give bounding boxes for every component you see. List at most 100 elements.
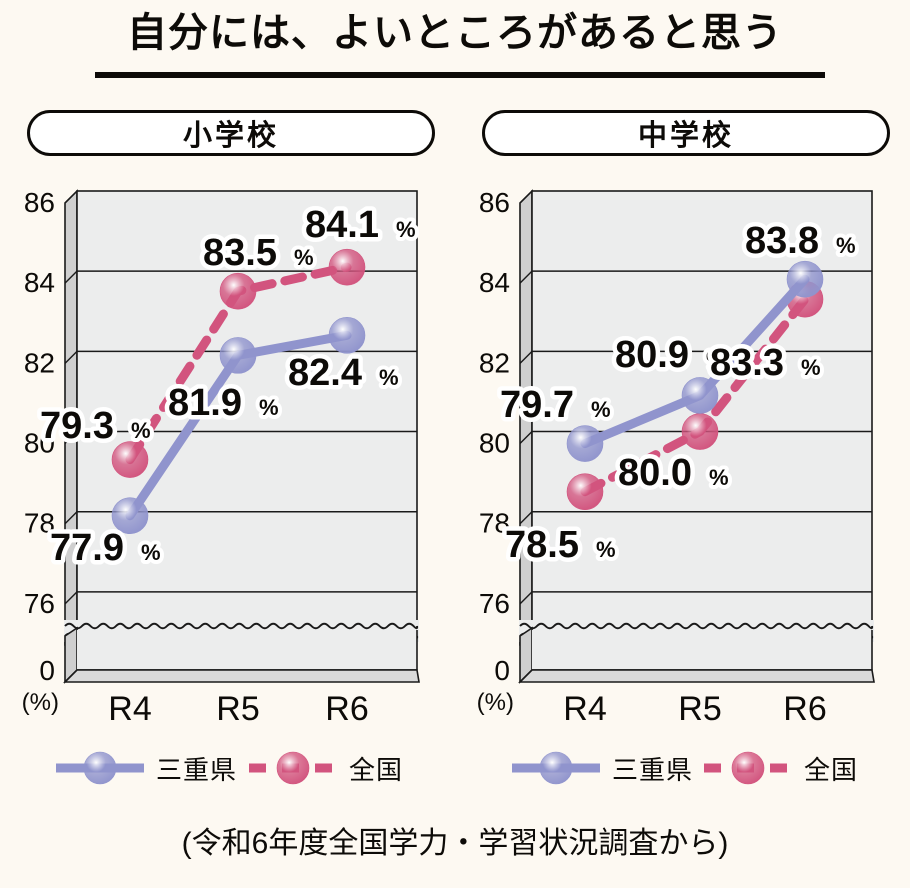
svg-text:79.3: 79.3 xyxy=(40,405,114,447)
data-point-marker xyxy=(111,497,149,535)
data-value-label: 81.981.9%% xyxy=(164,378,283,429)
chart-junior: 86 84 82 80 78 76 0 (%) R4 R5 R6 79.7 79.7%% 80.9 80.9… xyxy=(460,185,900,745)
svg-text:81.9: 81.9 xyxy=(168,382,242,424)
data-value-label: 84.184.1%% xyxy=(301,200,420,251)
svg-text:%: % xyxy=(709,465,729,490)
svg-text:%: % xyxy=(379,365,399,390)
x-axis-tick-label: R4 xyxy=(563,690,606,728)
panel-header-elementary: 小学校 xyxy=(27,110,435,156)
svg-text:84.1: 84.1 xyxy=(305,204,379,246)
title-underline xyxy=(95,72,825,78)
data-point-marker xyxy=(786,260,824,298)
page-title: 自分には、よいところがあると思う xyxy=(127,11,783,55)
svg-text:77.9: 77.9 xyxy=(50,527,124,569)
data-point-marker xyxy=(328,317,366,354)
svg-text:%: % xyxy=(801,355,821,380)
svg-text:82.4: 82.4 xyxy=(288,352,362,394)
y-axis-tick-label: 82 xyxy=(24,347,55,378)
svg-text:%: % xyxy=(709,465,729,490)
legend-elementary-mie: 三重県 xyxy=(52,748,237,788)
legend-junior-mie: 三重県 xyxy=(508,748,693,788)
chart-elementary: 86 84 82 80 78 76 0 (%) R4 R5 R6 77.9 77.9%% 81.9 81.9… xyxy=(5,185,445,745)
svg-text:79.3: 79.3 xyxy=(40,405,114,447)
y-axis-tick-label: 86 xyxy=(24,187,55,218)
legend-label-mie-left: 三重県 xyxy=(156,754,238,785)
svg-text:%: % xyxy=(596,537,616,562)
svg-text:%: % xyxy=(596,537,616,562)
svg-text:79.7: 79.7 xyxy=(500,384,574,426)
source-note: (令和6年度全国学力・学習状況調査から) xyxy=(0,818,910,862)
data-value-label: 80.080.0%% xyxy=(614,448,733,499)
data-value-label: 77.977.9%% xyxy=(46,523,165,574)
svg-text:83.8: 83.8 xyxy=(745,220,819,262)
data-point-marker xyxy=(566,425,604,462)
svg-text:%: % xyxy=(591,397,611,422)
legend-swatch-mie-left xyxy=(56,751,144,785)
legend-swatch-mie-right xyxy=(512,751,600,785)
svg-text:78.5: 78.5 xyxy=(505,524,579,566)
svg-text:80.9: 80.9 xyxy=(615,334,689,376)
svg-text:%: % xyxy=(396,217,416,242)
legend-junior-national: 全国 xyxy=(700,748,858,788)
svg-text:77.9: 77.9 xyxy=(50,527,124,569)
y-axis-unit-label: (%) xyxy=(22,689,59,716)
svg-text:81.9: 81.9 xyxy=(168,382,242,424)
svg-text:%: % xyxy=(396,217,416,242)
data-point-marker xyxy=(328,248,366,286)
svg-text:%: % xyxy=(294,245,314,270)
data-point-marker xyxy=(681,413,719,450)
data-value-label: 82.482.4%% xyxy=(284,348,403,399)
legend-row: 三重県 全国 三重県 全国 xyxy=(0,748,910,792)
legend-swatch-national-left xyxy=(249,751,337,785)
source-note-text: (令和6年度全国学力・学習状況調査から) xyxy=(181,827,729,860)
data-value-label: 79.379.3%% xyxy=(36,401,155,452)
svg-text:78.5: 78.5 xyxy=(505,524,579,566)
x-axis-tick-label: R5 xyxy=(216,690,259,728)
svg-text:%: % xyxy=(706,347,726,372)
y-axis-tick-label: 86 xyxy=(479,187,510,218)
legend-label-national-left: 全国 xyxy=(349,754,404,785)
y-axis-tick-label: 80 xyxy=(479,428,510,459)
data-value-label: 78.578.5%% xyxy=(501,520,620,571)
svg-text:%: % xyxy=(141,540,161,565)
svg-text:80.0: 80.0 xyxy=(618,452,692,494)
data-value-label: 83.883.8%% xyxy=(741,216,860,267)
panel-header-junior: 中学校 xyxy=(482,110,890,156)
svg-text:%: % xyxy=(706,347,726,372)
data-point-marker xyxy=(111,441,149,478)
svg-text:83.5: 83.5 xyxy=(203,232,277,274)
y-axis-unit-label: (%) xyxy=(477,689,514,716)
y-axis-tick-label: 80 xyxy=(24,428,55,459)
svg-text:%: % xyxy=(591,397,611,422)
svg-text:83.5: 83.5 xyxy=(203,232,277,274)
x-axis-tick-label: R6 xyxy=(783,690,826,728)
x-axis-tick-label: R6 xyxy=(325,690,368,728)
legend-label-national-right: 全国 xyxy=(804,754,859,785)
y-axis-tick-label: 78 xyxy=(24,508,55,539)
y-axis-zero-label: 0 xyxy=(39,655,55,686)
data-value-label: 83.583.5%% xyxy=(199,228,318,279)
svg-text:80.0: 80.0 xyxy=(618,452,692,494)
x-axis-tick-label: R5 xyxy=(678,690,721,728)
svg-text:%: % xyxy=(836,233,856,258)
data-value-label: 80.980.9%% xyxy=(611,330,730,381)
y-axis-tick-label: 84 xyxy=(479,267,510,298)
svg-text:83.8: 83.8 xyxy=(745,220,819,262)
svg-text:%: % xyxy=(294,245,314,270)
svg-text:%: % xyxy=(131,418,151,443)
legend-elementary-national: 全国 xyxy=(245,748,403,788)
svg-text:%: % xyxy=(379,365,399,390)
y-axis-tick-label: 78 xyxy=(479,508,510,539)
y-axis-zero-label: 0 xyxy=(494,655,510,686)
data-point-marker xyxy=(566,473,604,510)
svg-text:%: % xyxy=(131,418,151,443)
svg-text:80.9: 80.9 xyxy=(615,334,689,376)
svg-text:83.3: 83.3 xyxy=(710,342,784,384)
svg-text:%: % xyxy=(259,395,279,420)
svg-text:82.4: 82.4 xyxy=(288,352,362,394)
svg-text:%: % xyxy=(141,540,161,565)
svg-text:79.7: 79.7 xyxy=(500,384,574,426)
data-value-label: 83.383.3%% xyxy=(706,338,825,389)
svg-text:%: % xyxy=(259,395,279,420)
legend-label-mie-right: 三重県 xyxy=(612,754,694,785)
